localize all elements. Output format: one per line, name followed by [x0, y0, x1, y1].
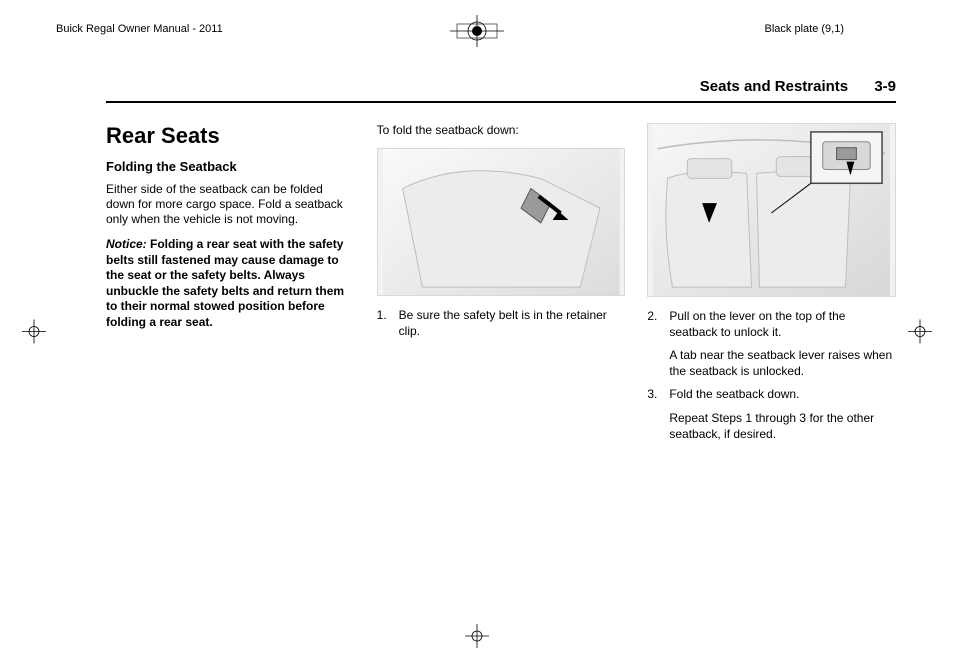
- step-1-number: 1.: [377, 308, 387, 324]
- manual-title: Buick Regal Owner Manual - 2011: [56, 23, 223, 35]
- step-2-number: 2.: [647, 309, 657, 325]
- notice-paragraph: Notice: Folding a rear seat with the saf…: [106, 237, 355, 331]
- crop-mark-bottom: [465, 624, 489, 653]
- notice-label: Notice:: [106, 237, 147, 251]
- fold-intro: To fold the seatback down:: [377, 123, 626, 138]
- figure-retainer-clip: [377, 148, 626, 296]
- step-2-sub: A tab near the seatback lever raises whe…: [669, 348, 896, 379]
- step-3-text: Fold the seatback down.: [669, 387, 799, 401]
- column-2: To fold the seatback down:: [377, 123, 626, 450]
- subsection-heading: Folding the Seatback: [106, 159, 355, 174]
- page-root: Buick Regal Owner Manual - 2011 Black pl…: [0, 0, 954, 668]
- figure-seatback-lever: [647, 123, 896, 297]
- column-1: Rear Seats Folding the Seatback Either s…: [106, 123, 355, 450]
- crop-mark-left: [22, 320, 46, 349]
- chapter-header: Seats and Restraints 3-9: [106, 78, 896, 103]
- step-1: 1. Be sure the safety belt is in the ret…: [377, 308, 626, 339]
- column-3: 2. Pull on the lever on the top of the s…: [647, 123, 896, 450]
- columns: Rear Seats Folding the Seatback Either s…: [106, 123, 896, 450]
- step-1-text: Be sure the safety belt is in the retain…: [399, 308, 607, 338]
- intro-paragraph: Either side of the seatback can be folde…: [106, 182, 355, 227]
- step-3: 3. Fold the seatback down. Repeat Steps …: [647, 387, 896, 442]
- step-2-text: Pull on the lever on the top of the seat…: [669, 309, 845, 339]
- print-header: Buick Regal Owner Manual - 2011 Black pl…: [0, 23, 954, 35]
- step-3-sub: Repeat Steps 1 through 3 for the other s…: [669, 411, 896, 442]
- step-2: 2. Pull on the lever on the top of the s…: [647, 309, 896, 379]
- plate-info: Black plate (9,1): [765, 23, 844, 35]
- page-number: 3-9: [874, 78, 896, 95]
- crop-mark-right: [908, 320, 932, 349]
- steps-list-b: 2. Pull on the lever on the top of the s…: [647, 309, 896, 442]
- step-3-number: 3.: [647, 387, 657, 403]
- section-heading: Rear Seats: [106, 123, 355, 149]
- steps-list-a: 1. Be sure the safety belt is in the ret…: [377, 308, 626, 339]
- page-content: Seats and Restraints 3-9 Rear Seats Fold…: [106, 78, 896, 450]
- chapter-title: Seats and Restraints: [700, 78, 848, 95]
